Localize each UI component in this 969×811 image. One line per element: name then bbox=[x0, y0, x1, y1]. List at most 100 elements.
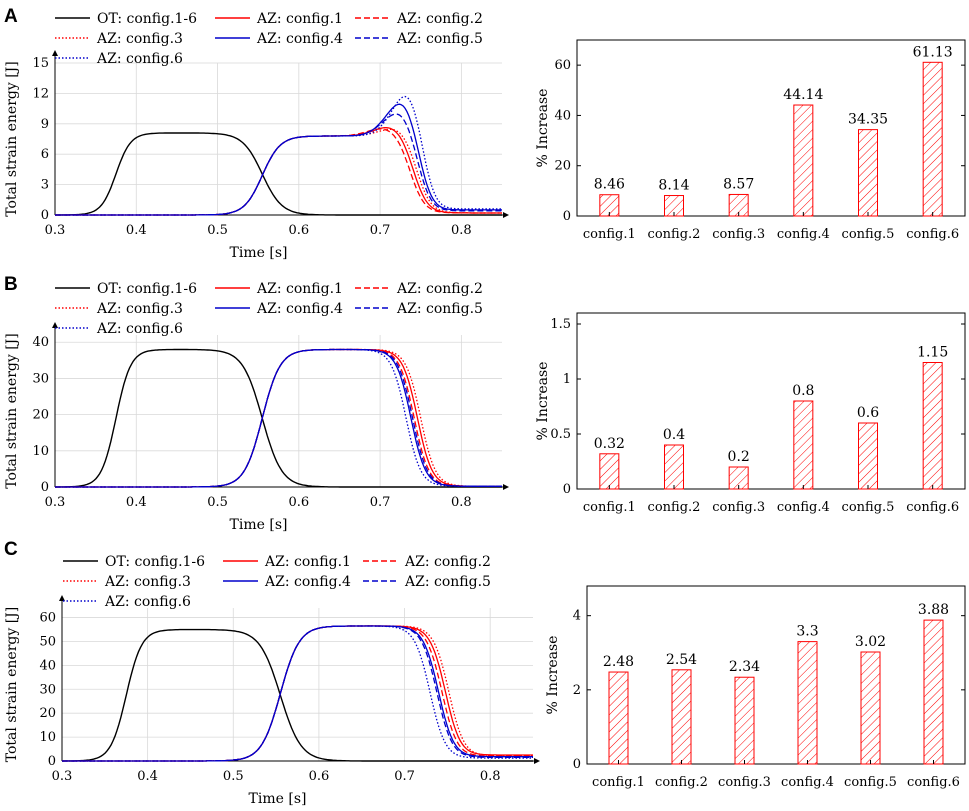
legend-label: AZ: config.1 bbox=[256, 281, 343, 297]
y-tick-label: 12 bbox=[32, 86, 49, 101]
x-tick-label: 0.6 bbox=[288, 495, 309, 510]
y-tick-label: 0.5 bbox=[550, 427, 571, 442]
bar-config-4 bbox=[797, 641, 818, 765]
y-tick-label: 4 bbox=[573, 609, 581, 624]
bar-chart-c: 0 2 4 % Increase 2.48 config.1 2.54 config.2 2.3… bbox=[545, 585, 966, 790]
line-chart-b: 0.3 0.4 0.5 0.6 0.7 0.8 0 10 20 30 40 Time [s] Total… bbox=[4, 281, 509, 533]
data-label: 3.88 bbox=[918, 602, 949, 618]
y-axis-label: % Increase bbox=[535, 89, 551, 168]
legend-label: AZ: config.1 bbox=[264, 554, 351, 570]
data-label: 2.48 bbox=[603, 654, 634, 670]
bar-config-3 bbox=[734, 676, 755, 765]
y-tick-label: 20 bbox=[554, 159, 571, 174]
x-tick-label: config.2 bbox=[648, 227, 701, 242]
y-tick-label: 0 bbox=[41, 480, 49, 495]
x-axis-label: Time [s] bbox=[230, 517, 288, 533]
bar-config-4 bbox=[793, 400, 814, 490]
series-line-config-6 bbox=[55, 95, 502, 216]
x-tick-label: config.5 bbox=[842, 500, 895, 515]
x-tick-label: 0.5 bbox=[207, 495, 228, 510]
x-tick-label: 0.3 bbox=[52, 769, 73, 784]
y-tick-label: 0 bbox=[48, 754, 56, 769]
y-tick-label: 40 bbox=[39, 658, 56, 673]
y-tick-label: 0 bbox=[563, 482, 571, 497]
y-tick-label: 60 bbox=[554, 58, 571, 73]
series-line-config-6 bbox=[62, 625, 533, 762]
data-label: 3.3 bbox=[796, 624, 818, 640]
x-tick-label: 0.4 bbox=[126, 223, 147, 238]
bar-config-6 bbox=[922, 61, 943, 217]
plot-frame bbox=[576, 39, 966, 217]
bar-config-1 bbox=[599, 453, 620, 490]
panel-letter-a: A bbox=[4, 6, 18, 27]
x-tick-label: config.1 bbox=[583, 227, 636, 242]
data-label: 8.14 bbox=[658, 178, 689, 194]
bar-config-5 bbox=[858, 422, 878, 490]
data-label: 34.35 bbox=[848, 112, 888, 128]
y-axis-label: % Increase bbox=[545, 636, 561, 715]
x-tick-label: config.3 bbox=[718, 775, 771, 790]
data-label: 0.6 bbox=[857, 405, 879, 421]
bar-config-2 bbox=[664, 444, 684, 490]
bar-config-2 bbox=[671, 669, 692, 765]
x-tick-label: 0.5 bbox=[207, 223, 228, 238]
y-tick-label: 1 bbox=[563, 372, 571, 387]
x-tick-label: 0.8 bbox=[451, 223, 472, 238]
y-tick-label: 40 bbox=[554, 108, 571, 123]
x-tick-label: config.2 bbox=[655, 775, 708, 790]
x-tick-label: 0.6 bbox=[288, 223, 309, 238]
y-tick-label: 30 bbox=[32, 371, 49, 386]
y-tick-label: 60 bbox=[39, 611, 56, 626]
bar-chart-b: 0 0.5 1 1.5 % Increase 0.32 config.1 0.4 config.… bbox=[535, 312, 966, 515]
y-tick-label: 1.5 bbox=[550, 317, 571, 332]
x-tick-label: config.6 bbox=[907, 775, 960, 790]
data-label: 8.57 bbox=[723, 176, 754, 192]
x-tick-label: config.3 bbox=[712, 227, 765, 242]
y-tick-label: 20 bbox=[32, 408, 49, 423]
y-axis-label: Total strain energy [J] bbox=[4, 333, 20, 489]
y-tick-label: 0 bbox=[563, 209, 571, 224]
series-line-config-5 bbox=[55, 113, 502, 216]
data-label: 8.46 bbox=[594, 177, 625, 193]
legend-label: AZ: config.2 bbox=[396, 11, 483, 27]
data-label: 2.54 bbox=[666, 652, 697, 668]
series-line-ot bbox=[55, 348, 502, 488]
data-label: 1.15 bbox=[917, 345, 948, 361]
y-tick-label: 0 bbox=[41, 208, 49, 223]
x-tick-label: config.5 bbox=[844, 775, 897, 790]
legend-label: AZ: config.5 bbox=[404, 574, 491, 590]
y-tick-label: 30 bbox=[39, 682, 56, 697]
x-tick-label: 0.8 bbox=[480, 769, 501, 784]
x-tick-label: config.5 bbox=[842, 227, 895, 242]
legend-label: AZ: config.1 bbox=[256, 11, 343, 27]
x-tick-label: config.4 bbox=[777, 227, 830, 242]
line-chart-c: 0.3 0.4 0.5 0.6 0.7 0.8 0 10 20 30 40 50 60 Time [s] T… bbox=[4, 554, 540, 807]
data-label: 0.4 bbox=[663, 427, 685, 443]
bar-config-1 bbox=[608, 671, 629, 765]
legend-label: AZ: config.6 bbox=[96, 321, 183, 337]
legend-label: AZ: config.4 bbox=[264, 574, 351, 590]
y-tick-label: 9 bbox=[41, 117, 49, 132]
x-tick-label: config.1 bbox=[592, 775, 645, 790]
bar-chart-a: 0 20 40 60 % Increase 8.46 config.1 8.14 config.… bbox=[535, 39, 966, 242]
legend-label: OT: config.1-6 bbox=[97, 281, 197, 297]
x-tick-label: 0.3 bbox=[45, 495, 66, 510]
x-tick-label: config.2 bbox=[648, 500, 701, 515]
series-line-config-5 bbox=[62, 625, 533, 762]
bar-config-4 bbox=[793, 104, 814, 217]
legend-label: AZ: config.4 bbox=[256, 301, 343, 317]
data-label: 0.8 bbox=[792, 383, 814, 399]
y-axis-label: Total strain energy [J] bbox=[4, 61, 20, 217]
x-tick-label: config.6 bbox=[906, 500, 959, 515]
legend-label: AZ: config.6 bbox=[96, 51, 183, 67]
x-tick-label: 0.7 bbox=[370, 495, 391, 510]
legend-label: AZ: config.2 bbox=[404, 554, 491, 570]
x-tick-label: config.1 bbox=[583, 500, 636, 515]
x-tick-label: 0.4 bbox=[137, 769, 158, 784]
y-tick-label: 2 bbox=[573, 683, 581, 698]
data-label: 0.32 bbox=[594, 436, 625, 452]
legend-label: OT: config.1-6 bbox=[97, 11, 197, 27]
series-line-ot bbox=[55, 132, 502, 216]
bar-config-6 bbox=[922, 362, 943, 490]
